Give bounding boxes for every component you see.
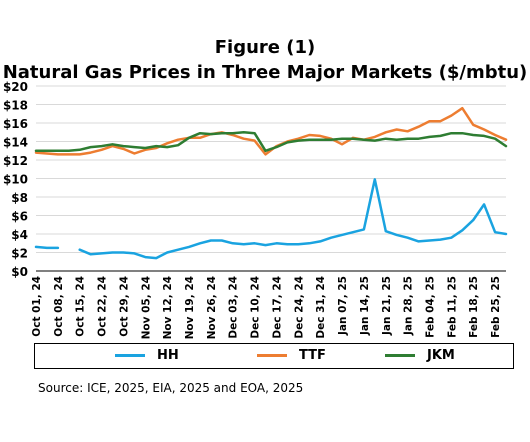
legend-item-ttf: TTF: [257, 348, 326, 363]
x-tick-label: Jan 14, 25: [359, 276, 371, 336]
legend-swatch-jkm: [385, 354, 415, 357]
x-tick-label: Jan 21, 25: [381, 276, 393, 336]
x-tick-label: Oct 29, 24: [118, 276, 130, 337]
y-tick-label: $2: [11, 247, 28, 261]
x-tick-label: Feb 18, 25: [468, 276, 480, 338]
legend-swatch-ttf: [257, 354, 287, 357]
legend-item-jkm: JKM: [385, 348, 455, 363]
x-tick-label: Dec 24, 24: [293, 276, 305, 339]
figure-title: Figure (1): [214, 37, 316, 58]
x-tick-label: Nov 26, 24: [206, 276, 218, 339]
series-line-hh: [78, 178, 508, 260]
x-tick-label: Oct 01, 24: [31, 276, 43, 337]
x-axis-ticks: Oct 01, 24 Oct 08, 24 Oct 15, 24 Oct 22, 24…: [31, 276, 502, 339]
series-line-ttf: [34, 106, 508, 156]
x-tick-label: Jan 28, 25: [403, 276, 415, 336]
series-hh: [34, 178, 508, 260]
series-line-hh: [34, 245, 60, 250]
legend-label-ttf: TTF: [299, 348, 326, 363]
x-tick-label: Feb 11, 25: [446, 276, 458, 338]
legend-swatch-hh: [115, 354, 145, 357]
y-tick-label: $14: [3, 136, 28, 150]
legend-item-hh: HH: [115, 348, 179, 363]
x-tick-label: Nov 19, 24: [184, 276, 196, 339]
y-tick-label: $8: [11, 191, 28, 205]
source-note: Source: ICE, 2025, EIA, 2025 and EOA, 20…: [38, 381, 304, 395]
x-tick-label: Dec 10, 24: [250, 276, 262, 339]
x-tick-label: Nov 12, 24: [162, 276, 174, 339]
series-lines: [34, 106, 508, 260]
y-tick-label: $20: [3, 80, 28, 94]
x-tick-label: Dec 03, 24: [228, 276, 240, 339]
x-tick-label: Feb 04, 25: [424, 276, 436, 338]
x-tick-label: Dec 31, 24: [315, 276, 327, 339]
chart-title: Natural Gas Prices in Three Major Market…: [2, 62, 528, 83]
y-tick-label: $16: [3, 117, 28, 131]
legend: HH TTF JKM: [34, 343, 514, 369]
legend-label-hh: HH: [157, 348, 179, 363]
x-tick-label: Oct 15, 24: [75, 276, 87, 337]
y-tick-label: $18: [3, 99, 28, 113]
series-ttf: [34, 106, 508, 156]
y-tick-label: $4: [11, 228, 28, 242]
x-tick-label: Nov 05, 24: [140, 276, 152, 339]
y-tick-label: $6: [11, 210, 28, 224]
y-tick-label: $0: [11, 265, 28, 279]
x-tick-label: Dec 17, 24: [271, 276, 283, 339]
y-tick-label: $12: [3, 154, 28, 168]
x-tick-label: Oct 22, 24: [97, 276, 109, 337]
x-tick-label: Feb 25, 25: [490, 276, 502, 338]
series-line-jkm: [34, 131, 508, 153]
series-jkm: [34, 131, 508, 153]
y-axis-ticks: $0 $2 $4 $6 $8 $10 $12 $14 $16 $18 $20: [3, 80, 28, 279]
legend-label-jkm: JKM: [427, 348, 455, 363]
gridlines: [36, 85, 506, 253]
y-tick-label: $10: [3, 173, 28, 187]
x-tick-label: Oct 08, 24: [53, 276, 65, 337]
x-tick-label: Jan 07, 25: [337, 276, 349, 336]
